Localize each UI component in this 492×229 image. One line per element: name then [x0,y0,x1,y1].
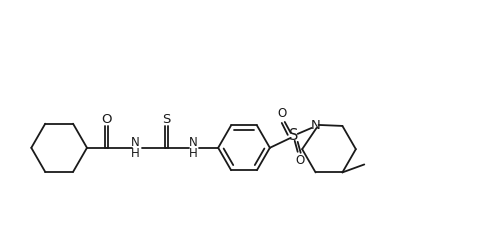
Text: S: S [289,128,298,143]
Text: H: H [189,147,198,160]
Text: O: O [102,113,112,126]
Text: N: N [131,136,140,149]
Text: N: N [189,136,198,149]
Text: O: O [295,154,304,167]
Text: S: S [162,113,171,126]
Text: H: H [131,147,140,160]
Text: N: N [311,120,320,132]
Text: O: O [277,106,286,120]
